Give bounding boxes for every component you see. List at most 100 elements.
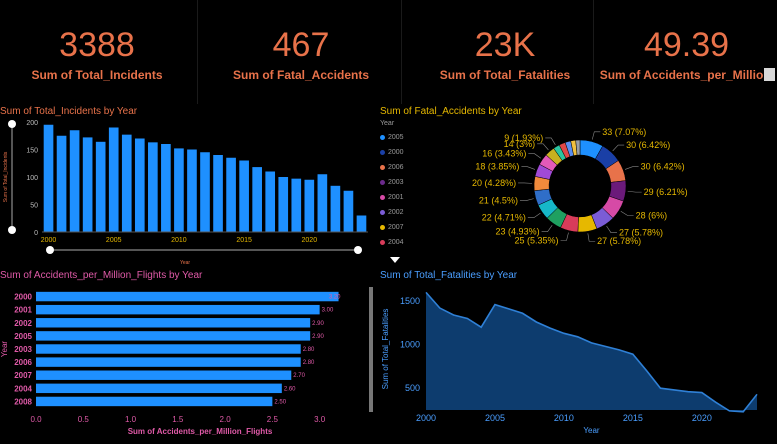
x-axis-title: Sum of Accidents_per_Million_Flights	[128, 427, 273, 436]
data-label: 16 (3.43%)	[482, 149, 526, 159]
legend-label: 2004	[388, 239, 404, 246]
leader-line	[627, 190, 642, 193]
area-fill	[426, 292, 757, 412]
incidents-chart-title: Sum of Total_Incidents by Year	[0, 106, 138, 117]
chevron-down-icon[interactable]	[390, 257, 400, 263]
kpi-value: 3388	[59, 26, 135, 64]
legend-item[interactable]: 2007	[380, 224, 404, 231]
legend-label: 2001	[388, 194, 404, 201]
kpi-scroll-arrow[interactable]	[764, 68, 775, 81]
bar	[278, 177, 289, 232]
x-tick-label: 2020	[692, 413, 712, 423]
data-label: 29 (6.21%)	[644, 187, 688, 197]
legend-label: 2000	[388, 149, 404, 156]
bar	[134, 138, 145, 232]
data-label: 27 (5.78%)	[619, 228, 663, 238]
data-label: 28 (6%)	[636, 211, 668, 221]
leader-line	[591, 131, 601, 140]
data-label: 2.90	[312, 334, 324, 340]
y-tick-label: 100	[26, 175, 38, 182]
data-label: 9 (1.93%)	[504, 133, 543, 143]
y-tick-label: 1000	[400, 340, 420, 350]
y-tick-label: 2008	[14, 397, 32, 406]
x-tick-label: 2005	[485, 413, 505, 423]
data-label: 2.80	[303, 360, 315, 366]
bar	[239, 160, 249, 232]
bar	[36, 383, 282, 394]
data-label: 20 (4.28%)	[472, 178, 516, 188]
bar	[343, 190, 354, 232]
bar	[36, 396, 273, 407]
x-tick-label: 1.0	[125, 415, 137, 424]
x-tick-label: 2.5	[267, 415, 279, 424]
bar	[161, 144, 171, 232]
x-tick-label: 2020	[302, 237, 318, 244]
bar	[36, 318, 311, 328]
incidents-bar-chart: 0 50 100 150 200 2000 2005 2010 2015 2020 Year Sum …	[3, 120, 368, 266]
legend-item[interactable]: 2001	[380, 194, 404, 201]
legend-swatch	[380, 239, 385, 245]
leader-line	[528, 153, 542, 159]
leader-line	[612, 144, 625, 152]
leader-line	[560, 232, 569, 241]
y-tick-label: 200	[26, 120, 38, 127]
data-label: 2.60	[284, 386, 296, 392]
leader-line	[606, 225, 617, 233]
bar	[36, 304, 320, 315]
y-axis-title: Year	[0, 341, 9, 358]
bar	[108, 127, 119, 232]
fatalities-area-chart: 500 1000 1500 2000 2005 2010 2015 2020 Year Sum o…	[381, 291, 758, 435]
x-range-slider-handle	[354, 246, 362, 254]
data-label: 33 (7.07%)	[602, 127, 646, 137]
bar	[291, 178, 302, 232]
kpi-value: 23K	[474, 26, 536, 64]
kpi-value: 49.39	[643, 26, 730, 64]
data-label: 2.90	[312, 321, 324, 327]
legend-item[interactable]: 2002	[380, 209, 404, 216]
x-tick-label: 2015	[236, 237, 252, 244]
bar	[174, 148, 184, 232]
y-tick-label: 50	[30, 203, 38, 210]
legend-item[interactable]: 2005	[380, 134, 404, 141]
donut-slice	[575, 139, 581, 156]
bar	[187, 149, 197, 232]
x-range-slider-handle	[46, 246, 54, 254]
data-label: 14 (3%)	[504, 139, 536, 149]
kpi-card-total-fatalities: 23K Sum of Total_Fatalities	[408, 0, 602, 108]
legend-item[interactable]: 2004	[380, 239, 404, 246]
bar	[226, 157, 236, 232]
data-label: 21 (4.5%)	[479, 196, 518, 206]
kpi-label: Sum of Fatal_Accidents	[232, 68, 370, 82]
vertical-scrollbar[interactable]	[369, 287, 373, 412]
leader-line	[587, 233, 596, 242]
x-tick-label: 3.0	[314, 415, 326, 424]
leader-line	[624, 166, 639, 170]
y-tick-label: 2007	[14, 371, 32, 380]
leader-line	[519, 198, 534, 202]
data-label: 2.80	[303, 347, 315, 353]
bar	[56, 135, 67, 232]
legend-item[interactable]: 2006	[380, 164, 404, 171]
data-label: 2.70	[293, 373, 305, 379]
legend-item[interactable]: 2000	[380, 149, 404, 156]
legend-item[interactable]: 2003	[380, 179, 404, 186]
x-tick-label: 0.5	[78, 415, 90, 424]
y-tick-label: 500	[405, 383, 420, 393]
kpi-label: Sum of Accidents_per_Millio...	[599, 68, 774, 82]
legend-swatch	[380, 149, 385, 155]
bar	[252, 167, 262, 232]
accidents-per-million-bar-chart: 2000 3.20 2001 3.00 2002 2.90 2005 2.90 2003 2.80…	[0, 291, 341, 436]
y-range-slider-handle	[8, 120, 16, 128]
legend-swatch	[380, 164, 385, 170]
y-tick-label: 150	[26, 148, 38, 155]
y-tick-label: 2003	[14, 345, 32, 354]
bar	[356, 215, 367, 232]
y-tick-label: 2001	[14, 306, 32, 315]
kpi-card-fatal-accidents: 467 Sum of Fatal_Accidents	[204, 0, 398, 108]
data-label: 18 (3.85%)	[475, 162, 519, 172]
x-tick-label: 2000	[416, 413, 436, 423]
x-tick-label: 1.5	[172, 415, 184, 424]
bar	[36, 344, 301, 354]
legend-swatch	[380, 134, 385, 140]
bar	[36, 370, 292, 380]
